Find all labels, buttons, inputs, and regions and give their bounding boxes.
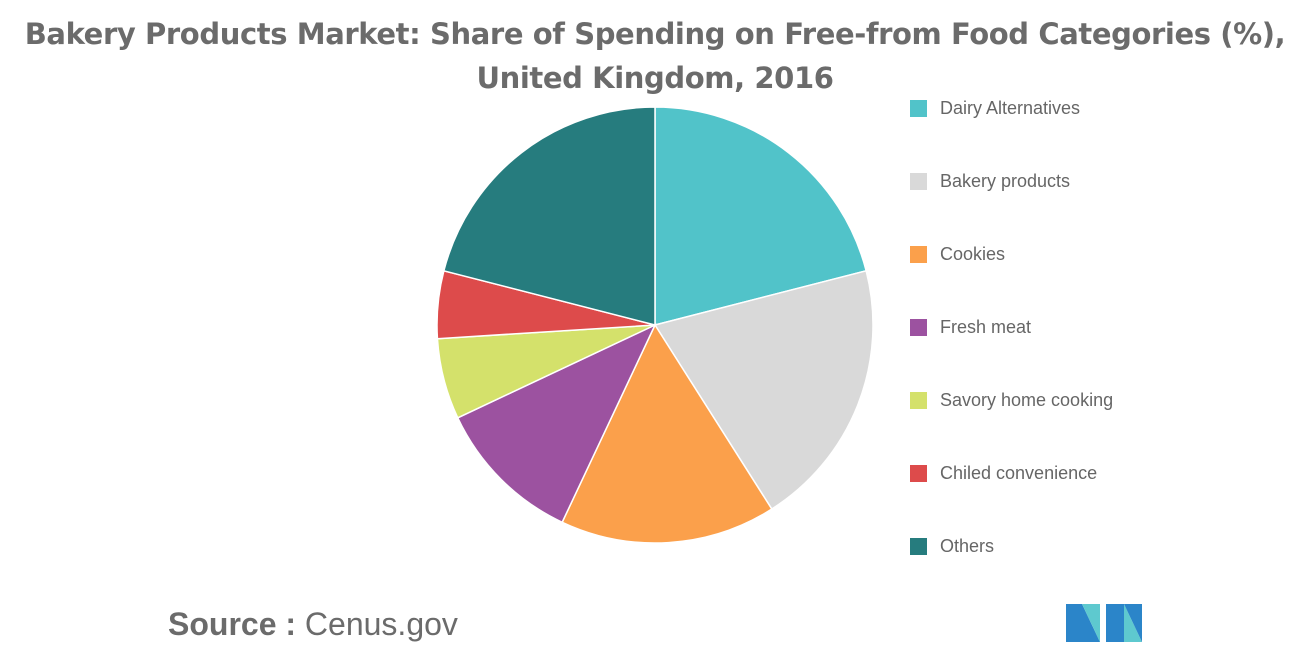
legend-label: Bakery products (940, 170, 1071, 191)
source-value: Cenus.gov (304, 606, 458, 642)
legend-item-dairy-alternatives: Dairy Alternatives (910, 96, 1080, 120)
legend-label: Savory home cooking (940, 389, 1114, 410)
legend-swatch (910, 245, 927, 263)
chart-title: Bakery Products Market: Share of Spendin… (24, 17, 1286, 95)
pie-slice-cookies (561, 323, 773, 544)
legend-item-fresh-meat: Fresh meat (910, 315, 1031, 339)
legend-swatch (910, 391, 927, 409)
legend-label: Dairy Alternatives (940, 97, 1081, 118)
legend-label: Chiled convenience (940, 462, 1098, 483)
pie-slice-others (442, 106, 656, 326)
legend-label: Cookies (940, 243, 1006, 264)
legend-item-bakery-products: Bakery products (910, 169, 1070, 193)
pie-slice-fresh-meat (456, 323, 657, 524)
legend-swatch (910, 318, 927, 336)
legend-item-others: Others (910, 534, 994, 558)
source-label: Source : (168, 606, 297, 642)
legend-label: Others (940, 535, 995, 556)
legend-swatch (910, 537, 927, 555)
pie-slice-bakery-products (653, 269, 874, 511)
legend-item-savory-home-cooking: Savory home cooking (910, 388, 1113, 412)
legend-label: Fresh meat (940, 316, 1032, 337)
mordor-intelligence-logo-icon (1066, 604, 1142, 642)
legend-swatch (910, 172, 927, 190)
pie-slice-dairy-alternatives (654, 106, 868, 326)
source-note: Source : Cenus.gov (168, 606, 458, 643)
pie-slices (436, 106, 874, 544)
legend-item-chiled-convenience: Chiled convenience (910, 461, 1097, 485)
legend-item-cookies: Cookies (910, 242, 1005, 266)
legend-swatch (910, 464, 927, 482)
legend-swatch (910, 99, 927, 117)
